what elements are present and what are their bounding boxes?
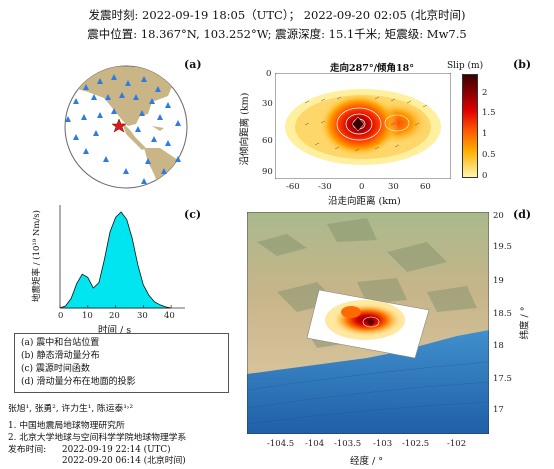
legend-item-a: (a) 震中和台站位置 [21,338,100,348]
map-ytick: 18.5 [493,309,512,319]
stf-area [59,211,172,309]
authors: 张旭¹, 张勇², 许力生¹, 陈运泰¹˒² [8,404,134,414]
slip-colorbar [462,74,478,178]
colorbar-tick: 1.5 [482,108,496,118]
map-ytick: 19 [493,276,504,286]
stf-xtick: 30 [137,311,148,321]
slip-projection-map [247,212,489,434]
panel-a-label: (a) [184,58,202,71]
map-xtick: -104 [305,439,325,449]
stf-xtick: 0 [58,311,64,321]
publish-time-utc: 2022-09-19 22:14 (UTC) [62,445,171,455]
slip-xtick: 0 [359,182,365,192]
map-ytick: 19.5 [493,242,512,252]
slip-ytick: 60 [262,136,273,146]
stf-xtick: 20 [109,311,120,321]
colorbar-tick: 0.5 [482,150,496,160]
slip-ylabel: 沿倾向距离 (km) [239,92,251,166]
legend-item-b: (b) 静态滑动量分布 [21,351,100,361]
legend-item-c: (c) 震源时间函数 [21,364,90,374]
map-xlabel: 经度 / ° [350,456,383,467]
affiliation-1: 1. 中国地震局地球物理研究所 [8,421,125,431]
publish-label: 发布时间: [8,445,47,455]
panel-c-label: (c) [184,208,202,221]
panel-d-label: (d) [513,208,532,221]
map-ytick: 18 [493,341,504,351]
fault-geometry-title: 走向287°/倾角18° [330,63,415,74]
publish-time-beijing: 2022-09-20 06:14 (北京时间) [62,456,186,466]
map-xtick: -104.5 [267,439,295,449]
map-ytick: 17 [493,405,504,415]
slip-ytick: 90 [262,167,273,177]
station-globe-map [64,65,188,189]
slip-xtick: 30 [388,182,399,192]
event-origin-time: 发震时刻: 2022-09-19 18:05（UTC）； 2022-09-20 … [88,8,466,22]
map-xtick: -102 [447,439,467,449]
colorbar-tick: 2 [482,88,488,98]
event-location: 震中位置: 18.367°N, 103.252°W; 震源深度: 15.1千米;… [87,27,467,41]
slip-xtick: 60 [420,182,431,192]
slip-distribution-plot [275,73,451,179]
slip-xtick: -60 [286,182,300,192]
slip-ytick: 30 [262,99,273,109]
stf-ylabel: 地震矩率 / (10¹⁹ Nm/s) [31,210,42,302]
map-xtick: -103 [373,439,393,449]
epicenter-star [111,118,127,133]
panel-b-label: (b) [513,58,532,71]
slip-xlabel: 沿走向距离 (km) [328,196,401,207]
stf-xtick: 40 [164,311,175,321]
map-ytick: 17.5 [493,374,512,384]
legend-item-d: (d) 滑动量分布在地面的投影 [21,377,136,387]
stf-xtick: 10 [82,311,93,321]
map-xtick: -103.5 [334,439,362,449]
map-xtick: -102.5 [402,439,430,449]
colorbar-title: Slip (m) [447,61,484,71]
slip-xtick: -30 [318,182,332,192]
station-markers [65,74,181,184]
panel-legend: (a) 震中和台站位置 (b) 静态滑动量分布 (c) 震源时间函数 (d) 滑… [14,333,229,393]
colorbar-tick: 1 [482,129,488,139]
map-ytick: 20 [493,211,504,221]
source-time-function-chart [59,205,185,309]
map-ylabel: 纬度 / ° [519,306,531,340]
affiliation-2: 2. 北京大学地球与空间科学学院地球物理学系 [8,433,187,443]
stf-xlabel: 时间 / s [98,325,132,336]
colorbar-tick: 0 [482,171,488,181]
slip-ytick: 0 [266,69,272,79]
